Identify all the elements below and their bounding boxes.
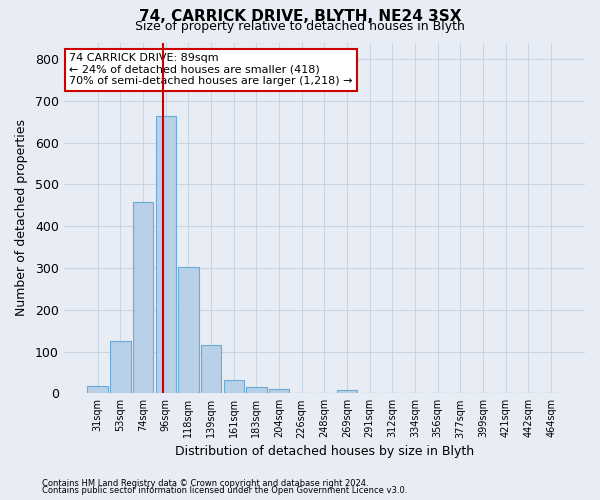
X-axis label: Distribution of detached houses by size in Blyth: Distribution of detached houses by size … — [175, 444, 474, 458]
Bar — [224, 380, 244, 394]
Text: Contains HM Land Registry data © Crown copyright and database right 2024.: Contains HM Land Registry data © Crown c… — [42, 478, 368, 488]
Text: 74 CARRICK DRIVE: 89sqm
← 24% of detached houses are smaller (418)
70% of semi-d: 74 CARRICK DRIVE: 89sqm ← 24% of detache… — [69, 53, 353, 86]
Bar — [246, 388, 266, 394]
Bar — [110, 340, 131, 394]
Text: 74, CARRICK DRIVE, BLYTH, NE24 3SX: 74, CARRICK DRIVE, BLYTH, NE24 3SX — [139, 9, 461, 24]
Y-axis label: Number of detached properties: Number of detached properties — [15, 120, 28, 316]
Bar — [88, 386, 108, 394]
Bar — [337, 390, 357, 394]
Bar — [269, 389, 289, 394]
Text: Contains public sector information licensed under the Open Government Licence v3: Contains public sector information licen… — [42, 486, 407, 495]
Text: Size of property relative to detached houses in Blyth: Size of property relative to detached ho… — [135, 20, 465, 33]
Bar — [178, 267, 199, 394]
Bar — [155, 116, 176, 394]
Bar — [201, 346, 221, 394]
Bar — [133, 202, 153, 394]
